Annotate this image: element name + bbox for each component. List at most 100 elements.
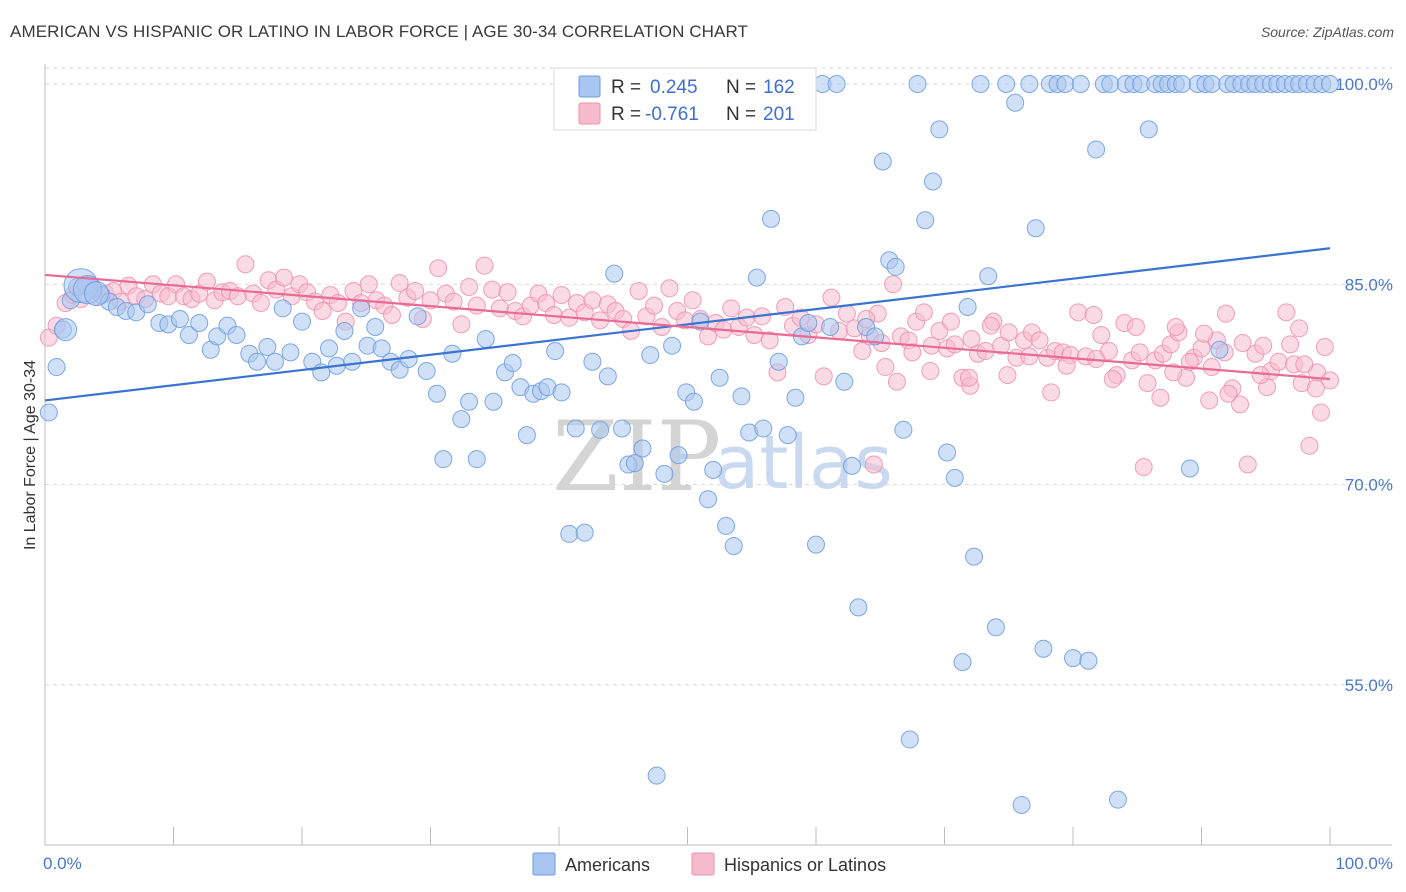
- hispanics-point: [887, 372, 906, 391]
- americans-point: [807, 535, 825, 554]
- hispanics-point: [1216, 304, 1235, 323]
- americans-point: [227, 326, 246, 345]
- americans-point: [958, 297, 977, 316]
- americans-point: [786, 388, 805, 407]
- hispanics-point: [236, 255, 255, 274]
- legend-swatch-hispanics: [578, 102, 601, 125]
- americans-point: [575, 523, 594, 542]
- y-tick-label: 85.0%: [1345, 275, 1393, 294]
- hispanics-point: [490, 299, 509, 318]
- hispanics-point: [921, 362, 940, 381]
- americans-point: [1101, 75, 1120, 94]
- hispanics-point: [1195, 324, 1214, 343]
- hispanics-point: [197, 272, 216, 291]
- americans-point: [1064, 649, 1082, 668]
- americans-point: [799, 313, 818, 332]
- americans-point: [39, 403, 58, 422]
- hispanics-point: [483, 280, 502, 299]
- americans-point: [352, 299, 371, 318]
- hispanics-point: [1069, 303, 1088, 322]
- americans-point: [343, 352, 362, 371]
- americans-point: [710, 368, 729, 387]
- americans-point: [916, 211, 935, 230]
- americans-point: [1139, 120, 1158, 139]
- hispanics-point: [444, 292, 463, 311]
- hispanics-point: [660, 279, 679, 298]
- americans-point: [965, 547, 984, 566]
- americans-point: [484, 392, 503, 411]
- legend-n-label: N =: [726, 77, 756, 98]
- americans-point: [83, 281, 109, 307]
- hispanics-point: [328, 293, 347, 312]
- americans-point: [319, 339, 338, 358]
- americans-point: [54, 318, 78, 342]
- hispanics-point: [498, 283, 517, 302]
- legend-r-label: R =: [611, 104, 641, 125]
- americans-point: [591, 420, 610, 439]
- legend-r-value: -0.761: [645, 104, 699, 125]
- americans-point: [366, 318, 385, 337]
- hispanics-point: [884, 275, 903, 294]
- hispanics-point: [429, 259, 448, 278]
- americans-point: [655, 464, 674, 483]
- y-tick-labels: 55.0% 70.0% 85.0% 100.0%: [1335, 75, 1393, 695]
- americans-point: [894, 420, 913, 439]
- americans-point: [583, 352, 602, 371]
- source-credit: Source: ZipAtlas.com: [1260, 24, 1394, 40]
- hispanics-point: [359, 275, 378, 294]
- trend-lines: [44, 247, 1331, 402]
- hispanics-point: [1295, 355, 1314, 374]
- hispanics-point: [1251, 366, 1270, 385]
- hispanics-point: [1290, 319, 1309, 338]
- americans-point: [647, 766, 666, 785]
- americans-point: [1202, 75, 1221, 94]
- hispanics-point: [941, 312, 960, 331]
- americans-point: [1071, 75, 1090, 94]
- americans-point: [1210, 340, 1229, 359]
- americans-point: [170, 309, 189, 328]
- hispanics-point: [876, 358, 895, 377]
- americans-point: [1173, 75, 1192, 94]
- hispanics-point: [1238, 455, 1257, 474]
- hispanics-point: [992, 336, 1011, 355]
- hispanics-point: [1202, 358, 1221, 377]
- hispanics-point: [390, 273, 409, 292]
- bottom-legend: Americans Hispanics or Latinos: [532, 852, 886, 876]
- americans-point: [663, 336, 682, 355]
- watermark: ZIP atlas: [552, 401, 893, 513]
- americans-point: [732, 387, 751, 406]
- americans-point: [930, 120, 949, 139]
- hispanics-point: [1166, 318, 1185, 337]
- americans-point: [1108, 790, 1127, 809]
- hispanics-point: [962, 330, 981, 349]
- hispanics-point: [1219, 384, 1238, 403]
- americans-point: [452, 410, 471, 429]
- hispanics-point: [629, 281, 648, 300]
- y-tick-label: 55.0%: [1345, 676, 1393, 695]
- hispanics-point: [1233, 334, 1252, 353]
- americans-point: [900, 730, 919, 749]
- hispanics-point: [552, 285, 571, 304]
- hispanics-point: [1180, 352, 1199, 371]
- americans-point: [546, 342, 565, 361]
- hispanics-point: [1231, 395, 1250, 414]
- americans-point: [979, 267, 998, 286]
- americans-point: [923, 172, 942, 191]
- americans-point: [408, 307, 427, 326]
- bottom-legend-swatch-americans: [532, 852, 556, 876]
- hispanics-point: [1092, 326, 1111, 345]
- americans-point: [724, 536, 743, 555]
- hispanics-point: [981, 316, 1000, 335]
- hispanics-point: [1277, 303, 1296, 322]
- hispanics-point: [406, 281, 425, 300]
- x-tick-labels: 0.0% 100.0%: [43, 854, 1393, 873]
- americans-point: [835, 372, 854, 391]
- americans-point: [953, 653, 972, 672]
- hispanics-point: [914, 303, 933, 322]
- americans-point: [971, 75, 990, 94]
- hispanics-point: [1192, 339, 1211, 358]
- hispanics-point: [1042, 383, 1061, 402]
- americans-point: [747, 268, 766, 287]
- americans-point: [717, 516, 736, 535]
- americans-point: [566, 419, 585, 438]
